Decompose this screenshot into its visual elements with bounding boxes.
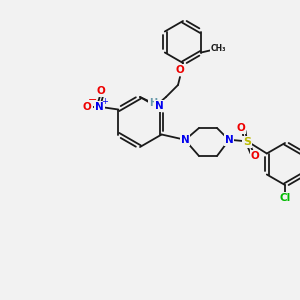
Text: O: O <box>83 101 92 112</box>
Text: S: S <box>243 137 251 147</box>
Text: N: N <box>181 135 189 145</box>
Text: O: O <box>237 123 245 133</box>
Text: N: N <box>154 101 164 111</box>
Text: N: N <box>225 135 233 145</box>
Text: O: O <box>176 65 184 75</box>
Text: N: N <box>95 101 104 112</box>
Text: O: O <box>97 86 106 97</box>
Text: CH₃: CH₃ <box>210 44 226 53</box>
Text: Cl: Cl <box>279 193 291 203</box>
Text: −: − <box>88 95 97 106</box>
Text: +: + <box>101 97 108 106</box>
Text: O: O <box>250 151 260 161</box>
Text: H: H <box>149 98 157 108</box>
